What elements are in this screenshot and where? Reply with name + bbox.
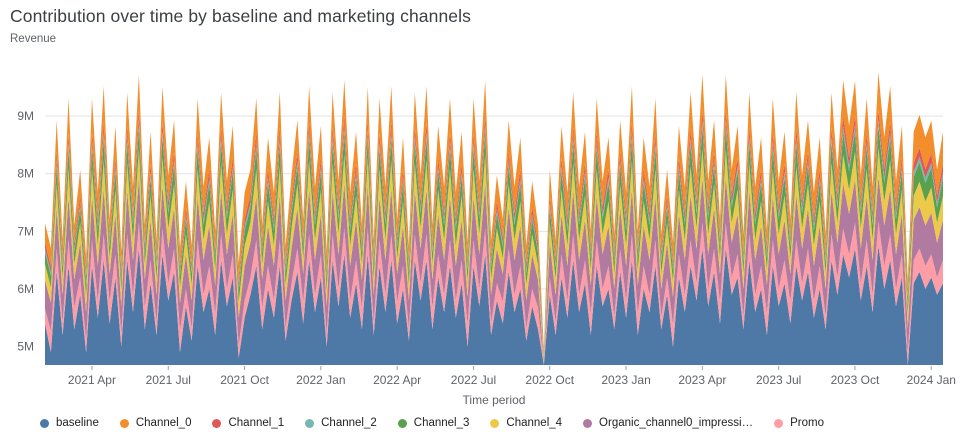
area-Channel_0[interactable] bbox=[45, 72, 943, 355]
legend-swatch-icon bbox=[774, 418, 784, 428]
legend-label: Channel_4 bbox=[506, 417, 563, 429]
area-Organic_channel0_impressi…[interactable] bbox=[45, 176, 943, 365]
legend-label: Channel_1 bbox=[228, 417, 285, 429]
legend-item-Channel_2[interactable]: Channel_2 bbox=[305, 417, 377, 429]
stacked-area-plot[interactable]: 5M 6M 7M 8M 9M 2021 Apr 2021 Jul 2021 Oct 2022 J… bbox=[0, 0, 962, 412]
legend-label: baseline bbox=[56, 417, 99, 429]
legend-label: Organic_channel0_impressi… bbox=[599, 417, 754, 429]
x-tick-label-2024 Jan: 2024 Jan bbox=[907, 373, 956, 387]
legend-swatch-icon bbox=[583, 418, 593, 428]
x-tick-label-2023 Jul: 2023 Jul bbox=[756, 373, 801, 387]
area-Channel_1[interactable] bbox=[45, 109, 943, 357]
legend-label: Channel_0 bbox=[135, 417, 192, 429]
x-tick-label-2023 Jan: 2023 Jan bbox=[601, 373, 650, 387]
legend-swatch-icon bbox=[212, 418, 222, 428]
page-title: Contribution over time by baseline and m… bbox=[10, 6, 471, 26]
x-tick-label-2023 Oct: 2023 Oct bbox=[831, 373, 880, 387]
y-tick-label-7M: 7M bbox=[17, 224, 34, 238]
y-tick-label-8M: 8M bbox=[17, 167, 34, 181]
area-Channel_3[interactable] bbox=[45, 125, 943, 362]
y-tick-label-9M: 9M bbox=[17, 109, 34, 123]
y-tick-label-5M: 5M bbox=[17, 340, 34, 354]
area-baseline[interactable] bbox=[45, 245, 943, 365]
area-Channel_4[interactable] bbox=[45, 147, 943, 365]
stacked-area-chart[interactable]: 5M 6M 7M 8M 9M 2021 Apr 2021 Jul 2021 Oct 2022 J… bbox=[0, 0, 962, 412]
area-Channel_2[interactable] bbox=[45, 119, 943, 358]
legend-swatch-icon bbox=[40, 418, 49, 428]
legend-item-Channel_3[interactable]: Channel_3 bbox=[397, 417, 470, 429]
legend-item-Channel_4[interactable]: Channel_4 bbox=[490, 417, 562, 429]
y-tick-label-6M: 6M bbox=[17, 282, 34, 296]
x-tick-label-2021 Oct: 2021 Oct bbox=[220, 373, 269, 387]
legend-swatch-icon bbox=[397, 418, 407, 428]
legend-item-Organic_channel0_impressi[interactable]: Organic_channel0_impressi… bbox=[583, 417, 753, 429]
x-axis-title: Time period bbox=[463, 393, 526, 407]
legend-label: Channel_3 bbox=[413, 417, 470, 429]
x-tick-label-2022 Oct: 2022 Oct bbox=[525, 373, 574, 387]
x-tick-label-2022 Apr: 2022 Apr bbox=[373, 373, 421, 387]
x-tick-label-2022 Jul: 2022 Jul bbox=[451, 373, 496, 387]
x-tick-label-2022 Jan: 2022 Jan bbox=[296, 373, 345, 387]
legend-label: Promo bbox=[790, 417, 824, 429]
legend-item-baseline[interactable]: baseline bbox=[40, 417, 99, 429]
x-tick-label-2021 Jul: 2021 Jul bbox=[146, 373, 191, 387]
legend-label: Channel_2 bbox=[321, 417, 377, 429]
chart-legend: baseline Channel_0 Channel_1 Channel_2 Chann… bbox=[40, 417, 824, 429]
x-tick-label-2023 Apr: 2023 Apr bbox=[678, 373, 726, 387]
area-Promo[interactable] bbox=[45, 221, 943, 366]
legend-item-Channel_0[interactable]: Channel_0 bbox=[119, 417, 192, 429]
legend-swatch-icon bbox=[490, 418, 500, 428]
legend-item-Channel_1[interactable]: Channel_1 bbox=[212, 417, 284, 429]
legend-item-Promo[interactable]: Promo bbox=[774, 417, 824, 429]
legend-swatch-icon bbox=[119, 418, 129, 428]
y-axis-title: Revenue bbox=[10, 33, 57, 45]
legend-swatch-icon bbox=[305, 418, 315, 428]
x-tick-label-2021 Apr: 2021 Apr bbox=[68, 373, 116, 387]
